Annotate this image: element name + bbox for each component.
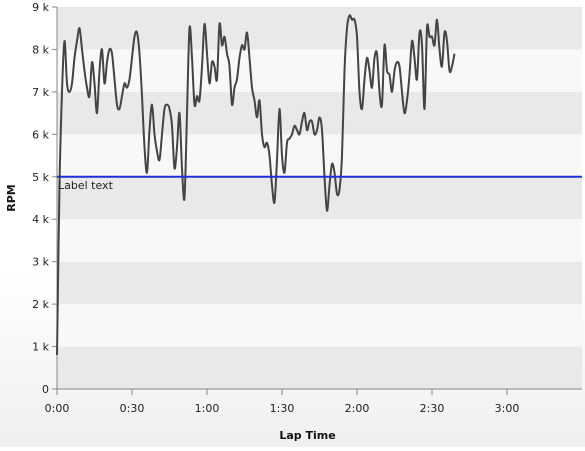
y-tick-label: 1 k (32, 341, 49, 354)
y-tick-label: 0 (42, 383, 49, 396)
x-tick-label: 0:30 (120, 402, 145, 415)
y-tick-label: 8 k (32, 43, 49, 56)
grid-band (57, 261, 582, 305)
reference-line-group: Label text (57, 175, 582, 192)
series-group (56, 14, 456, 356)
y-tick-label: 7 k (32, 86, 49, 99)
x-tick-label: 2:30 (420, 402, 445, 415)
y-axis-title: RPM (5, 184, 18, 211)
reference-line-label: Label text (58, 179, 114, 192)
y-tick-label: 3 k (32, 256, 49, 269)
x-axis-ticks: 0:00 0:30 1:00 1:30 2:00 2:30 3:00 (45, 389, 520, 415)
grid-band (57, 134, 582, 177)
y-axis-ticks: 0 1 k 2 k 3 k 4 k 5 k 6 k 7 k 8 k 9 k (32, 1, 57, 396)
x-tick-label: 2:00 (345, 402, 370, 415)
x-axis-title: Lap Time (279, 429, 335, 442)
x-tick-label: 1:30 (270, 402, 295, 415)
y-tick-label: 5 k (32, 171, 49, 184)
grid-band (57, 7, 582, 50)
x-tick-label: 1:00 (195, 402, 220, 415)
y-tick-label: 2 k (32, 298, 49, 311)
rpm-series-line (56, 14, 456, 356)
y-tick-label: 6 k (32, 128, 49, 141)
grid-band (57, 176, 582, 220)
grid-band (57, 346, 582, 389)
x-tick-label: 0:00 (45, 402, 70, 415)
y-tick-label: 4 k (32, 213, 49, 226)
x-tick-label: 3:00 (495, 402, 520, 415)
grid-band (57, 219, 582, 262)
y-tick-label: 9 k (32, 1, 49, 14)
grid-band (57, 91, 582, 135)
grid-band (57, 304, 582, 347)
grid-band (57, 49, 582, 92)
grid-bands (57, 7, 582, 389)
